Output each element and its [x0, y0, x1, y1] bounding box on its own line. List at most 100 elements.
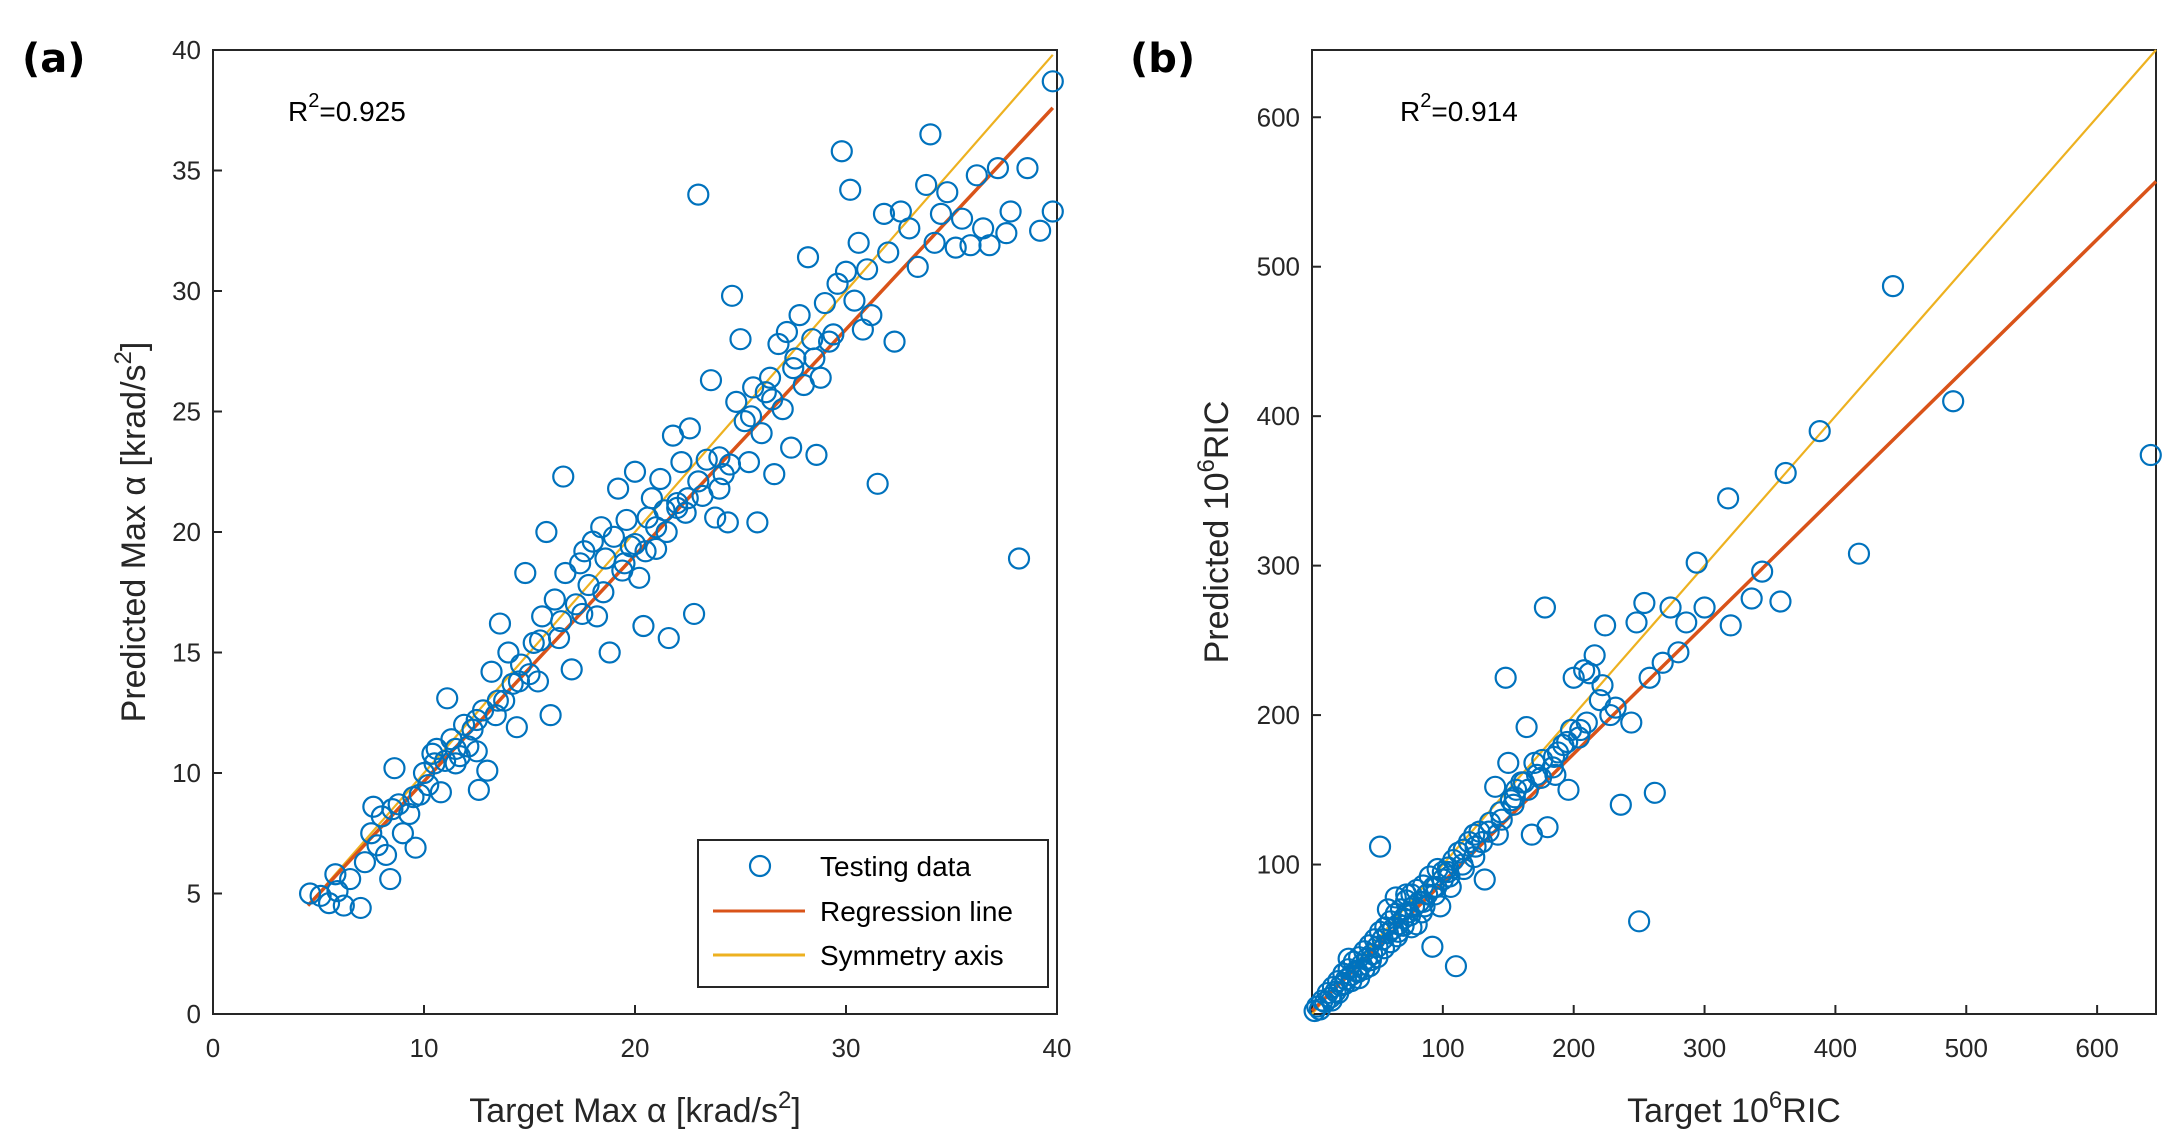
panel-a-data-point: [739, 405, 763, 428]
panel-a-data-point: [708, 477, 731, 500]
panel-a-data-point: [571, 602, 594, 626]
panel-a-data-point: [332, 894, 355, 917]
panel-a-y-tick-label: 5: [187, 879, 201, 909]
panel-a-data-point: [505, 716, 528, 739]
panel-a-data-point: [602, 525, 626, 548]
panel-b-data-point: [1544, 763, 1567, 786]
panel-b-data-point: [1769, 590, 1792, 613]
panel-a-data-point: [577, 573, 600, 597]
panel-a-data-point: [733, 410, 756, 433]
panel-b-x-axis-label: Target 106RIC: [1627, 1087, 1841, 1130]
panel-a-data-point: [543, 588, 566, 611]
panel-b-data-point: [1569, 718, 1592, 742]
panel-a-data-point: [497, 641, 520, 664]
panel-b-data-point: [1573, 659, 1596, 682]
panel-b-x-tick-label: 200: [1552, 1033, 1595, 1063]
panel-b-data-point: [1557, 778, 1580, 801]
panel-b-x-tick-label: 100: [1421, 1033, 1464, 1063]
panel-a-data-point: [539, 704, 562, 727]
panel-a-data-point: [317, 892, 341, 915]
panel-a-data-point: [476, 759, 499, 782]
panel-b-data-point: [1438, 865, 1461, 888]
panel-a-data-point: [598, 641, 621, 664]
panel-b-data-point: [1497, 751, 1520, 775]
panel-b-data-point: [1583, 644, 1606, 667]
panel-a-data-point: [488, 612, 512, 635]
panel-a-data-point: [436, 687, 459, 710]
panel-a-y-tick-label: 40: [172, 35, 201, 65]
panel-b-data-point: [1740, 587, 1763, 610]
panel-a-y-tick-label: 20: [172, 517, 201, 547]
panel-a-data-point: [725, 390, 748, 413]
panel-b-data-point: [1693, 596, 1716, 619]
legend-box: [697, 839, 1049, 988]
legend: Testing data Regression line Symmetry ax…: [697, 839, 1049, 988]
panel-b-x-tick-label: 600: [2075, 1033, 2118, 1063]
panel-a: (a) 0 10 20 30 40 0 5 10 15 20 25 30 35 40 R2=0.925 T…: [22, 35, 1071, 1130]
panel-a-data-point: [402, 785, 425, 809]
panel-b-data-point: [2139, 443, 2162, 467]
panel-b-data-point: [1625, 611, 1648, 634]
panel-b-data-points: [1303, 275, 2162, 1023]
panel-a-data-point: [830, 140, 853, 163]
panel-a-r2-label: R2=0.925: [288, 90, 406, 127]
panel-b-data-point: [1881, 275, 1905, 298]
panel-b-x-tick-label: 400: [1814, 1033, 1857, 1063]
panel-b-x-tick-label: 500: [1945, 1033, 1988, 1063]
panel-a-data-point: [883, 330, 906, 353]
panel-a-data-point: [585, 605, 609, 628]
panel-a-data-point: [944, 236, 967, 259]
panel-b-data-point: [1320, 989, 1343, 1012]
panel-a-data-point: [467, 778, 490, 801]
panel-a-data-point: [936, 181, 959, 204]
panel-a-data-point: [834, 260, 858, 283]
panel-a-data-point: [915, 173, 938, 197]
panel-a-data-point: [644, 516, 668, 539]
panel-b-x-tick-label: 300: [1683, 1033, 1726, 1063]
panel-b-symmetry-axis: [1311, 49, 2157, 1015]
panel-b-symmetry-line: [1311, 49, 2157, 1015]
panel-a-data-point: [550, 610, 573, 633]
panel-a-data-point: [507, 670, 531, 693]
panel-a-x-axis-label: Target Max α [krad/s2]: [469, 1087, 801, 1130]
panel-a-data-point: [461, 718, 484, 741]
panel-a-data-point: [877, 241, 900, 264]
panel-b-data-point: [1594, 614, 1617, 637]
panel-a-data-point: [826, 272, 849, 295]
panel-a-y-tick-label: 0: [187, 999, 201, 1029]
panel-a-data-point: [381, 798, 404, 821]
panel-a-data-point: [767, 332, 790, 356]
panel-a-data-point: [421, 742, 444, 765]
panel-b-y-tick-label: 200: [1257, 700, 1300, 730]
panel-a-data-point: [843, 289, 866, 312]
panel-a-data-point: [623, 460, 647, 483]
panel-a-data-point: [615, 508, 638, 532]
panel-a-data-point: [657, 626, 680, 650]
panel-b-r2-label: R2=0.914: [1400, 90, 1518, 127]
panel-b-data-point: [1421, 935, 1444, 958]
panel-b: (b) 100 200 300 400 500 600 100 200 300 400 500 600…: [1130, 36, 2162, 1130]
panel-b-data-point: [1486, 823, 1509, 846]
panel-b-data-point: [1717, 487, 1740, 510]
panel-a-y-tick-label: 35: [172, 156, 201, 186]
panel-b-data-point: [1379, 931, 1402, 954]
panel-b-data-point: [1667, 641, 1690, 664]
panel-a-data-point: [670, 451, 693, 474]
panel-a-data-point: [374, 843, 398, 867]
panel-a-data-point: [965, 164, 988, 187]
panel-a-data-point: [788, 304, 811, 327]
panel-a-data-point: [822, 323, 845, 346]
panel-a-data-point: [353, 851, 377, 874]
panel-a-y-tick-label: 25: [172, 397, 201, 427]
panel-a-ticks: 0 10 20 30 40 0 5 10 15 20 25 30 35 40: [172, 35, 1071, 1063]
panel-b-data-point: [1942, 390, 1965, 413]
panel-a-data-point: [720, 284, 744, 307]
panel-b-data-point: [1847, 542, 1871, 565]
panel-a-x-tick-label: 30: [832, 1033, 861, 1063]
panel-b-data-point: [1685, 551, 1708, 574]
panel-b-data-point: [1556, 730, 1579, 754]
panel-b-data-point: [1494, 666, 1517, 689]
panel-b-data-point: [1499, 789, 1522, 812]
legend-label-regression-line: Regression line: [820, 896, 1013, 927]
panel-b-data-point: [1473, 868, 1496, 891]
